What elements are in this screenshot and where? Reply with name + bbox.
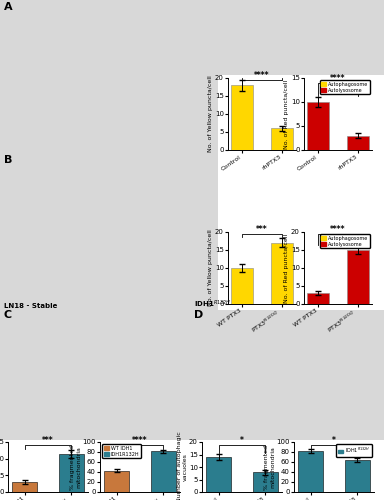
Bar (104, 470, 129, 492)
Bar (271, 243, 293, 304)
Bar (12, 482, 38, 492)
Y-axis label: No. of Yellow puncta/cell: No. of Yellow puncta/cell (209, 76, 214, 152)
Bar (231, 85, 253, 150)
Text: ***: *** (256, 225, 268, 234)
Text: ****: **** (330, 74, 346, 83)
Bar (253, 472, 278, 492)
Bar (151, 451, 176, 492)
Y-axis label: No. of Yellow puncta/cell: No. of Yellow puncta/cell (209, 230, 214, 306)
Bar (271, 128, 293, 150)
Text: A: A (4, 2, 12, 12)
Text: ***: *** (42, 436, 54, 444)
Text: LN18 - Stable: LN18 - Stable (4, 302, 57, 308)
Text: B: B (4, 155, 12, 165)
Text: *: * (240, 436, 244, 444)
Text: D: D (194, 310, 203, 320)
Bar (307, 293, 329, 304)
Legend: IDH1$^{R132H}$: IDH1$^{R132H}$ (336, 444, 372, 456)
Legend: WT IDH1, IDH1R132H: WT IDH1, IDH1R132H (103, 444, 141, 458)
Bar (347, 250, 369, 304)
Bar (58, 454, 84, 492)
Y-axis label: % fragmented
mitochondria: % fragmented mitochondria (70, 444, 81, 490)
Bar (307, 102, 329, 150)
Text: IDH1$^{R132H}$: IDH1$^{R132H}$ (194, 298, 232, 310)
Bar (347, 136, 369, 150)
Legend: Autophagosome, Autolysosome: Autophagosome, Autolysosome (319, 234, 369, 248)
Y-axis label: Number of autophagic
vacuoles: Number of autophagic vacuoles (177, 432, 187, 500)
Bar (344, 460, 370, 492)
Bar (206, 457, 232, 492)
Y-axis label: No. of Red puncta/cell: No. of Red puncta/cell (285, 80, 290, 148)
Y-axis label: No. of Red puncta/cell: No. of Red puncta/cell (285, 234, 290, 302)
Bar (231, 268, 253, 304)
Y-axis label: % fragmented
mitochondria: % fragmented mitochondria (264, 444, 275, 490)
Text: C: C (4, 310, 12, 320)
Legend: Autophagosome, Autolysosome: Autophagosome, Autolysosome (319, 80, 369, 94)
Text: ****: **** (330, 225, 346, 234)
Bar (298, 451, 323, 492)
Text: *: * (332, 436, 336, 444)
Text: ****: **** (254, 71, 270, 80)
Text: ****: **** (132, 436, 148, 444)
